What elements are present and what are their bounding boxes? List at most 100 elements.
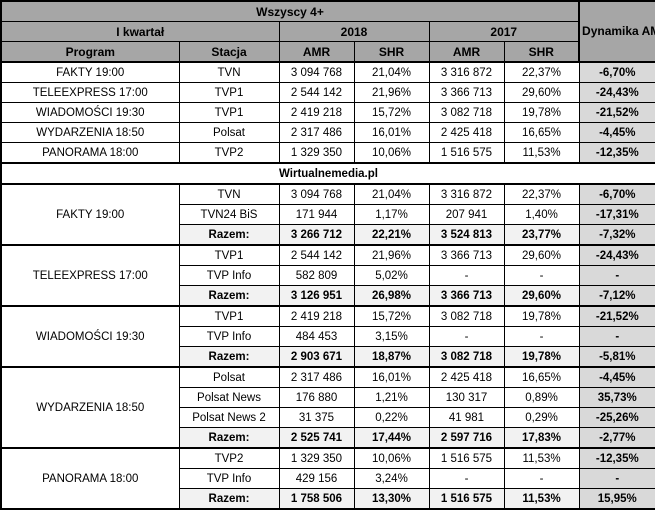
total-row: Razem: 2 903 671 18,87% 3 082 718 19,78%… <box>1 346 655 368</box>
program-cell: PANORAMA 18:00 <box>0 447 180 510</box>
program-column-header: Program <box>0 41 180 63</box>
station-cell: TVN24 BiS <box>178 204 280 225</box>
dynamics-cell: -6,70% <box>578 183 655 205</box>
shr-2017-column-header: SHR <box>503 41 580 63</box>
total-label-cell: Razem: <box>178 488 280 510</box>
total-label-cell: Razem: <box>178 285 280 307</box>
year-2018-header: 2018 <box>278 21 430 42</box>
amr-2018-cell: 2 317 486 <box>278 366 355 388</box>
source-row: Wirtualnemedia.pl <box>0 162 655 185</box>
program-cell: WYDARZENIA 18:50 <box>0 122 180 143</box>
amr-2017-cell: 3 082 718 <box>428 102 505 123</box>
section-row: TVP Info 582 809 5,02% - - - <box>1 265 655 286</box>
section-row: Polsat News 176 880 1,21% 130 317 0,89% … <box>1 387 655 408</box>
dynamics-cell: -25,26% <box>578 407 655 428</box>
shr-2018-cell: 16,01% <box>353 366 430 388</box>
amr-2017-cell: 1 516 575 <box>428 447 505 469</box>
amr-2017-cell: 2 425 418 <box>428 366 505 388</box>
amr-2017-cell: 3 082 718 <box>428 305 505 327</box>
amr-2017-cell: 3 316 872 <box>428 61 505 83</box>
program-cell: TELEEXPRESS 17:00 <box>0 244 180 307</box>
summary-row: PANORAMA 18:00 TVP2 1 329 350 10,06% 1 5… <box>0 142 655 164</box>
source-label: Wirtualnemedia.pl <box>0 162 655 185</box>
dynamics-cell: -12,35% <box>578 142 655 164</box>
station-cell: TVP1 <box>178 82 280 103</box>
station-cell: Polsat News <box>178 387 280 408</box>
shr-2017-cell: 0,29% <box>503 407 580 428</box>
amr-2018-cell: 1 758 506 <box>278 488 355 510</box>
amr-2017-cell: 3 366 713 <box>428 82 505 103</box>
program-cell: PANORAMA 18:00 <box>0 142 180 164</box>
amr-2018-cell: 3 126 951 <box>278 285 355 307</box>
section-row: Polsat News 2 31 375 0,22% 41 981 0,29% … <box>1 407 655 428</box>
amr-2018-cell: 3 094 768 <box>278 61 355 83</box>
amr-2018-cell: 3 266 712 <box>278 224 355 246</box>
summary-row: WIADOMOŚCI 19:30 TVP1 2 419 218 15,72% 3… <box>0 102 655 123</box>
program-cell: WYDARZENIA 18:50 <box>0 366 180 449</box>
amr-2018-cell: 2 419 218 <box>278 305 355 327</box>
dynamics-cell: - <box>578 468 655 489</box>
shr-2017-cell: - <box>503 468 580 489</box>
shr-2018-column-header: SHR <box>353 41 430 63</box>
amr-2017-cell: - <box>428 265 505 286</box>
amr-2018-cell: 171 944 <box>278 204 355 225</box>
population-header: Wszyscy 4+ <box>0 0 580 22</box>
total-row: Razem: 3 266 712 22,21% 3 524 813 23,77%… <box>1 224 655 246</box>
shr-2017-cell: 19,78% <box>503 305 580 327</box>
station-cell: TVN <box>178 61 280 83</box>
shr-2018-cell: 5,02% <box>353 265 430 286</box>
shr-2018-cell: 16,01% <box>353 122 430 143</box>
amr-2017-cell: 3 524 813 <box>428 224 505 246</box>
dynamics-cell: -12,35% <box>578 447 655 469</box>
dynamics-cell: -21,52% <box>578 305 655 327</box>
program-cell: WIADOMOŚCI 19:30 <box>0 305 180 368</box>
shr-2017-cell: 16,65% <box>503 366 580 388</box>
shr-2017-cell: 22,37% <box>503 183 580 205</box>
shr-2017-cell: 19,78% <box>503 102 580 123</box>
amr-2018-cell: 429 156 <box>278 468 355 489</box>
shr-2017-cell: 23,77% <box>503 224 580 246</box>
summary-row: WYDARZENIA 18:50 Polsat 2 317 486 16,01%… <box>0 122 655 143</box>
amr-2018-cell: 582 809 <box>278 265 355 286</box>
shr-2017-cell: 11,53% <box>503 447 580 469</box>
shr-2018-cell: 1,17% <box>353 204 430 225</box>
shr-2017-cell: - <box>503 265 580 286</box>
total-label-cell: Razem: <box>178 224 280 246</box>
amr-2017-cell: 3 366 713 <box>428 244 505 266</box>
amr-2017-cell: - <box>428 326 505 347</box>
dynamics-cell: -4,45% <box>578 366 655 388</box>
station-cell: TVP1 <box>178 305 280 327</box>
dynamics-cell: -24,43% <box>578 82 655 103</box>
amr-2018-cell: 2 544 142 <box>278 244 355 266</box>
shr-2017-cell: 16,65% <box>503 122 580 143</box>
section-row: TVN24 BiS 171 944 1,17% 207 941 1,40% -1… <box>1 204 655 225</box>
section-row: WYDARZENIA 18:50 Polsat 2 317 486 16,01%… <box>0 366 655 449</box>
amr-2018-cell: 1 329 350 <box>278 142 355 164</box>
station-cell: TVP2 <box>178 447 280 469</box>
station-cell: TVP1 <box>178 102 280 123</box>
shr-2017-cell: 29,60% <box>503 285 580 307</box>
shr-2018-cell: 21,96% <box>353 244 430 266</box>
amr-2018-cell: 2 903 671 <box>278 346 355 368</box>
amr-2018-cell: 2 544 142 <box>278 82 355 103</box>
shr-2018-cell: 26,98% <box>353 285 430 307</box>
station-column-header: Stacja <box>178 41 280 63</box>
dynamics-cell: -7,32% <box>578 224 655 246</box>
shr-2018-cell: 21,04% <box>353 183 430 205</box>
amr-2017-cell: 2 425 418 <box>428 122 505 143</box>
shr-2018-cell: 15,72% <box>353 102 430 123</box>
dynamics-cell: -24,43% <box>578 244 655 266</box>
total-label-cell: Razem: <box>178 346 280 368</box>
amr-2017-cell: 3 366 713 <box>428 285 505 307</box>
shr-2018-cell: 3,15% <box>353 326 430 347</box>
station-cell: TVP Info <box>178 265 280 286</box>
program-cell: FAKTY 19:00 <box>0 183 180 246</box>
amr-2018-cell: 1 329 350 <box>278 447 355 469</box>
station-cell: TVN <box>178 183 280 205</box>
section-row: PANORAMA 18:00 TVP2 1 329 350 10,06% 1 5… <box>0 447 655 510</box>
dynamics-cell: - <box>578 265 655 286</box>
dynamics-column-header: Dynamika AMR (w proc.) <box>578 0 655 63</box>
year-2017-header: 2017 <box>428 21 580 42</box>
dynamics-cell: 15,95% <box>578 488 655 510</box>
